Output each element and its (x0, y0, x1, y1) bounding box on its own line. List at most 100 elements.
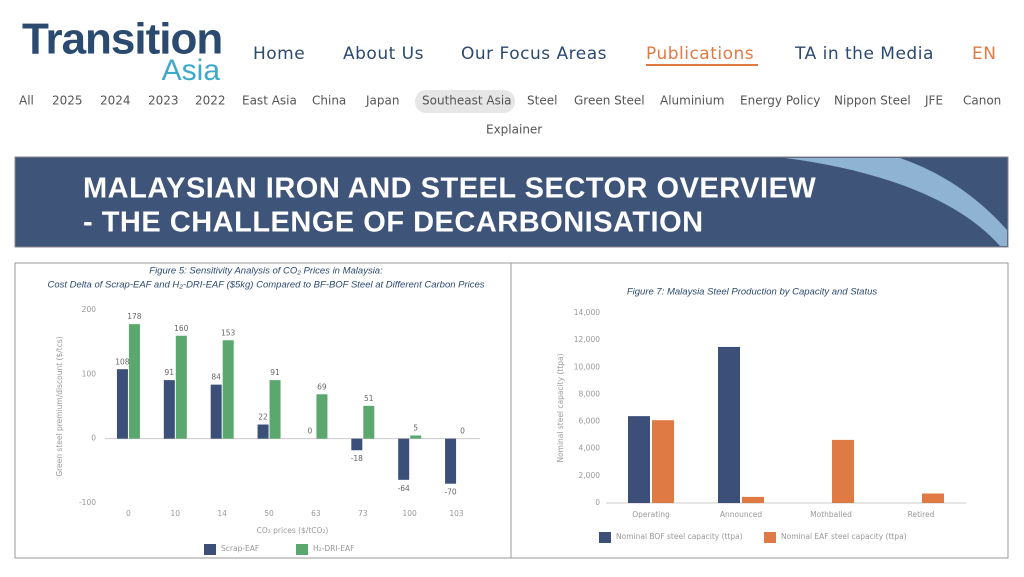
bar (269, 380, 281, 439)
bar (116, 369, 128, 439)
data-label: 91 (165, 368, 175, 377)
filter-link[interactable]: Canon (963, 94, 1001, 108)
y-tick-label: 12,000 (574, 335, 600, 344)
legend-label: H₂-DRI-EAF (313, 544, 354, 553)
y-tick-label: 2,000 (579, 471, 601, 480)
filter-link[interactable]: Explainer (486, 123, 542, 137)
filter-link[interactable]: Steel (527, 94, 557, 108)
y-tick-label: 6,000 (579, 417, 601, 426)
x-tick-label: Announced (720, 510, 762, 519)
y-axis-label: Green steel premium/discount ($/tcs) (55, 336, 64, 476)
data-label: 160 (174, 324, 189, 333)
nav-link[interactable]: About Us (343, 44, 424, 64)
filter-link[interactable]: East Asia (242, 94, 297, 108)
x-tick-label: 103 (449, 509, 464, 518)
data-label: 5 (413, 424, 418, 433)
bar (163, 380, 175, 439)
data-label: -64 (398, 484, 410, 493)
nav-link[interactable]: Home (253, 44, 305, 64)
data-label: -70 (444, 488, 456, 497)
filter-link[interactable]: 2022 (195, 94, 226, 108)
legend-label: Nominal BOF steel capacity (ttpa) (616, 532, 743, 541)
legend-swatch (204, 544, 216, 555)
bar (210, 384, 222, 439)
chart-title: Figure 7: Malaysia Steel Production by C… (627, 287, 878, 298)
bar (445, 438, 457, 484)
logo-word[interactable]: Transition (22, 15, 223, 64)
filter-link[interactable]: Japan (365, 94, 399, 108)
y-tick-label: 0 (91, 434, 96, 443)
data-label: 22 (258, 413, 268, 422)
data-label: 91 (270, 368, 280, 377)
filter-link[interactable]: 2025 (52, 94, 83, 108)
bar (175, 335, 187, 439)
bar (398, 438, 410, 480)
chart-title: Figure 5: Sensitivity Analysis of CO₂ Pr… (149, 266, 383, 277)
y-axis-label: Nominal steel capacity (ttpa) (556, 353, 565, 462)
x-tick-label: 50 (264, 509, 274, 518)
nav-link[interactable]: Our Focus Areas (461, 44, 607, 64)
nav-link[interactable]: Publications (646, 44, 754, 64)
bar (316, 394, 328, 439)
bar (628, 416, 650, 503)
y-tick-label: 14,000 (574, 308, 600, 317)
data-label: 69 (317, 382, 327, 391)
bar (128, 324, 140, 439)
bar (410, 435, 422, 439)
x-tick-label: Retired (908, 510, 935, 519)
x-tick-label: 73 (358, 509, 368, 518)
logo-word[interactable]: Asia (162, 54, 221, 87)
nav-link[interactable]: TA in the Media (794, 44, 934, 64)
banner-title: - THE CHALLENGE OF DECARBONISATION (83, 207, 704, 239)
bar (363, 405, 375, 439)
x-axis-label: CO₂ prices ($/tCO₂) (257, 526, 329, 535)
data-label: 153 (221, 328, 236, 337)
bar (652, 420, 674, 503)
bar (257, 424, 269, 439)
data-label: 178 (127, 312, 142, 321)
x-tick-label: 0 (126, 509, 131, 518)
y-tick-label: 100 (82, 369, 97, 378)
banner (14, 156, 1009, 248)
legend-label: Nominal EAF steel capacity (ttpa) (781, 532, 907, 541)
filter-link[interactable]: JFE (924, 94, 943, 108)
filter-link[interactable]: Green Steel (574, 94, 645, 108)
filter-link[interactable]: Southeast Asia (422, 94, 512, 108)
legend-swatch (764, 532, 776, 543)
y-tick-label: -100 (79, 498, 96, 507)
data-label: 0 (308, 427, 313, 436)
filter-link[interactable]: 2023 (148, 94, 179, 108)
chart-subtitle: Cost Delta of Scrap-EAF and H₂-DRI-EAF (… (47, 280, 484, 291)
y-tick-label: 4,000 (579, 444, 601, 453)
filter-link[interactable]: All (19, 94, 34, 108)
bar (742, 496, 764, 503)
data-label: 0 (460, 427, 465, 436)
x-tick-label: 10 (171, 509, 181, 518)
filter-link[interactable]: 2024 (100, 94, 131, 108)
legend-label: Scrap-EAF (221, 544, 259, 553)
banner-title: MALAYSIAN IRON AND STEEL SECTOR OVERVIEW (83, 173, 816, 205)
x-tick-label: 14 (217, 509, 227, 518)
data-label: 108 (115, 357, 130, 366)
bar (922, 493, 944, 503)
language[interactable]: EN (972, 44, 996, 64)
bar (222, 340, 234, 439)
filter-active (415, 90, 515, 113)
bar (718, 346, 740, 503)
legend-swatch (296, 544, 308, 555)
data-label: -18 (351, 454, 363, 463)
data-label: 84 (211, 373, 221, 382)
filter-link[interactable]: China (312, 94, 346, 108)
filter-link[interactable]: Aluminium (660, 94, 724, 108)
x-tick-label: 100 (403, 509, 418, 518)
data-label: 51 (364, 394, 374, 403)
filter-link[interactable]: Energy Policy (740, 94, 820, 108)
x-tick-label: Mothballed (810, 510, 852, 519)
filter-link[interactable]: Nippon Steel (834, 94, 911, 108)
y-tick-label: 8,000 (579, 389, 601, 398)
y-tick-label: 200 (82, 305, 97, 314)
banner-decoration (900, 158, 1007, 230)
bar (351, 438, 363, 451)
x-tick-label: Operating (632, 510, 670, 519)
filters: All 2025 2024 2023 2022 East Asia China Japan So… (19, 94, 1001, 137)
